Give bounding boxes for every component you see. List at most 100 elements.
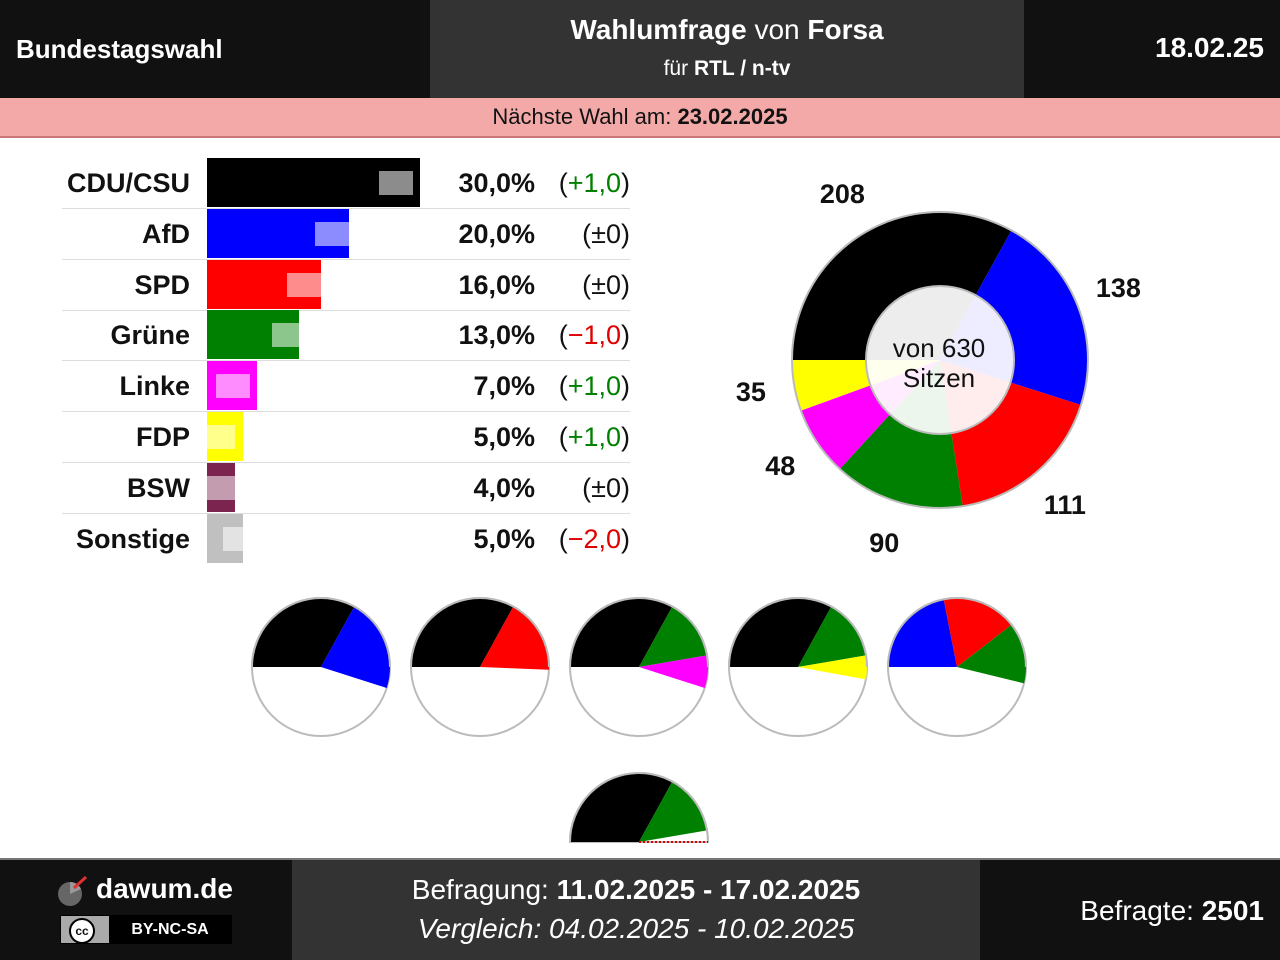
pollster-name: Forsa: [807, 14, 884, 45]
poll-title: Wahlumfrage von Forsa: [430, 14, 1024, 46]
party-row: AfD 20,0% (±0): [62, 208, 630, 260]
coalition-chart: [251, 597, 391, 737]
compare-dates: 04.02.2025 - 10.02.2025: [549, 913, 855, 944]
change-value: ±0: [591, 218, 621, 249]
party-percentage: 5,0%: [473, 523, 535, 554]
header-right-panel: [1024, 0, 1280, 98]
change-value: +1,0: [567, 168, 621, 198]
paren-close: ): [621, 168, 630, 198]
change-value: +1,0: [567, 422, 621, 452]
seat-count-label: 138: [1095, 272, 1141, 303]
paren-close: ): [621, 218, 630, 249]
coalition-slice: [729, 598, 832, 667]
row-separator: [62, 309, 630, 311]
coalition-chart: [887, 597, 1027, 737]
party-change: (+1,0): [540, 371, 630, 402]
row-separator: [62, 208, 630, 209]
party-change: (−2,0): [540, 524, 630, 555]
coalition-chart: [728, 597, 868, 737]
client-name: RTL / n-tv: [693, 57, 791, 80]
paren-open: (: [582, 472, 592, 503]
change-value: −1,0: [567, 320, 621, 351]
row-separator: [62, 360, 630, 362]
cc-icon: cc: [69, 918, 95, 944]
footer-divider: [0, 858, 1280, 860]
change-value: +1,0: [567, 371, 621, 402]
party-change: (−1,0): [540, 320, 630, 351]
seat-count-label: 35: [735, 377, 766, 408]
compare-period: Vergleich: 04.02.2025 - 10.02.2025: [292, 913, 980, 945]
client-prefix: für: [663, 57, 694, 80]
party-row: CDU/CSU 30,0% (+1,0): [62, 158, 630, 209]
header-left-panel: [0, 0, 430, 98]
poll-title-von: von: [746, 14, 808, 45]
license-text: BY-NC-SA: [109, 916, 231, 943]
paren-open: (: [582, 269, 592, 300]
party-name: FDP: [136, 422, 190, 452]
seat-chart-outline: [791, 211, 1089, 509]
party-percentage: 30,0%: [458, 168, 535, 198]
party-change: (+1,0): [540, 422, 630, 453]
paren-close: ): [621, 472, 630, 503]
row-separator: [62, 411, 630, 413]
poll-title-word: Wahlumfrage: [570, 14, 747, 45]
party-name: Linke: [119, 371, 190, 402]
coalition-slice: [798, 655, 867, 680]
coalition-slice: [570, 598, 673, 667]
party-name: Sonstige: [75, 523, 190, 554]
party-change: (±0): [540, 473, 630, 504]
previous-value-marker: [315, 221, 349, 246]
paren-open: (: [582, 218, 592, 249]
survey-label: Befragung:: [411, 874, 557, 905]
respondents-count: 2501: [1201, 895, 1264, 926]
footer-right-panel: [980, 860, 1280, 960]
previous-value-marker: [286, 272, 321, 297]
coalition-slice: [639, 655, 708, 688]
site-name[interactable]: dawum.de: [96, 873, 233, 904]
paren-open: (: [558, 168, 568, 198]
paren-close: ): [621, 269, 630, 300]
paren-close: ): [621, 422, 630, 452]
seat-center-label: von 630 Sitzen: [862, 333, 1016, 393]
party-change: (±0): [540, 219, 630, 250]
next-election-bar: Nächste Wahl am: 23.02.2025: [0, 98, 1280, 138]
party-row: Grüne 13,0% (−1,0): [62, 310, 630, 362]
coalition-slice: [957, 624, 1026, 684]
party-percentage: 7,0%: [473, 371, 535, 402]
seat-chart-hole: [865, 285, 1015, 435]
previous-value-marker: [201, 475, 236, 500]
row-separator: [62, 512, 630, 514]
coalition-rim: [569, 597, 709, 668]
coalition-rim: [410, 597, 550, 668]
coalition-slice: [321, 606, 390, 688]
party-row: BSW 4,0% (±0): [62, 462, 630, 514]
row-separator: [62, 258, 630, 260]
header-center-panel: [430, 0, 1024, 98]
paren-open: (: [558, 523, 568, 554]
coalition-slice: [570, 773, 673, 842]
change-value: ±0: [591, 269, 621, 300]
party-change: (±0): [540, 270, 630, 301]
change-value: ±0: [591, 472, 621, 503]
seat-distribution-chart: [791, 211, 1089, 509]
previous-value-marker: [272, 323, 307, 348]
change-value: −2,0: [567, 523, 621, 554]
party-row: Sonstige 5,0% (−2,0): [62, 513, 630, 565]
poll-date: 18.02.25: [1155, 32, 1264, 63]
survey-period: Befragung: 11.02.2025 - 17.02.2025: [292, 874, 980, 906]
election-title: Bundestagswahl: [16, 34, 223, 64]
coalition-chart: [568, 772, 710, 843]
coalition-slice: [411, 598, 514, 667]
footer-center-panel: [292, 860, 980, 960]
paren-close: ): [621, 523, 630, 554]
row-separator: [62, 462, 630, 463]
party-name: Grüne: [110, 320, 190, 351]
survey-dates: 11.02.2025 - 17.02.2025: [556, 874, 861, 905]
license-badge[interactable]: cc BY-NC-SA: [60, 915, 232, 944]
paren-close: ): [621, 320, 630, 351]
coalition-chart: [410, 597, 550, 737]
coalition-rim: [569, 772, 709, 843]
seat-count-label: 90: [869, 527, 900, 558]
coalition-charts: [251, 597, 1027, 843]
respondents: Befragte: 2501: [1080, 895, 1264, 927]
